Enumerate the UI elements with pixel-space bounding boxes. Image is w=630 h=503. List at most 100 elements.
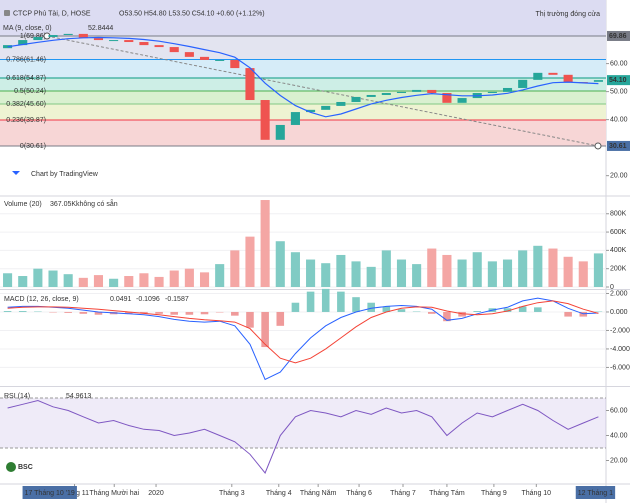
volume-bar	[290, 252, 300, 287]
candle-body	[199, 56, 210, 60]
volume-bar	[124, 276, 134, 287]
candle-body	[215, 59, 225, 61]
volume-bar	[109, 278, 119, 287]
candle-body	[396, 91, 407, 94]
candle-body	[427, 89, 437, 94]
volume-bar	[63, 274, 73, 287]
candle-body	[260, 100, 270, 140]
volume-bar	[457, 259, 467, 287]
price-marker-box	[607, 140, 630, 151]
macd-histogram-bar	[443, 311, 451, 322]
volume-bar	[78, 277, 88, 287]
volume-bar	[366, 266, 376, 287]
trend-line	[46, 35, 599, 147]
x-tick-label: Tháng 9	[481, 490, 507, 497]
y-tick-label: 20.00	[610, 173, 628, 180]
macd-histogram-bar	[397, 309, 406, 312]
volume-bar	[154, 276, 164, 287]
fib-band	[0, 35, 606, 60]
x-marker-label: 17 Tháng 10 '19	[25, 490, 75, 497]
macd-histogram-bar	[367, 302, 375, 312]
fib-band	[0, 59, 606, 78]
x-tick-label: Tháng Mười hai	[89, 490, 139, 497]
candle-body	[290, 112, 300, 125]
candle-body	[366, 94, 376, 97]
macd-histogram-bar	[352, 297, 360, 312]
volume-bar	[18, 276, 28, 287]
macd-histogram-bar	[518, 306, 527, 312]
candle-body	[230, 59, 240, 69]
x-marker-box	[22, 486, 77, 499]
tv-logo	[12, 171, 20, 175]
panel-top-band	[0, 0, 606, 36]
candle-body	[548, 72, 558, 75]
signal-value: -0.1587	[165, 296, 189, 303]
volume-bar	[93, 275, 104, 287]
candle-body	[351, 96, 361, 102]
volume-bar	[184, 268, 194, 287]
header-icon	[4, 10, 10, 16]
macd-histogram-bar	[261, 311, 269, 348]
candle-body	[336, 101, 346, 106]
x-tick-label: Tháng 7	[390, 490, 416, 497]
volume-bar	[3, 273, 13, 287]
rsi-band	[0, 398, 606, 448]
logo-mark	[6, 462, 16, 472]
y-tick-label: 0	[610, 284, 614, 291]
panel-title: RSI (14)	[4, 393, 30, 400]
candle-body	[109, 40, 119, 42]
market-status: Thị trường đóng cửa	[535, 10, 600, 18]
macd-histogram-bar	[306, 291, 315, 312]
x-tick-label: Tháng 3	[219, 490, 245, 497]
panel-value: 54.9613	[66, 393, 91, 400]
candle-body	[78, 33, 88, 39]
candle-body	[93, 38, 104, 41]
macd-histogram-bar	[185, 311, 194, 315]
fib-band	[0, 103, 606, 120]
macd-histogram-bar	[503, 308, 512, 312]
candle-body	[306, 109, 316, 113]
panel-title: MACD (12, 26, close, 9)	[4, 296, 79, 303]
y-tick-label: 50.00	[610, 88, 628, 95]
macd-histogram-bar	[94, 311, 103, 315]
y-tick-label: 800K	[610, 211, 627, 218]
macd-line	[7, 297, 599, 381]
volume-bar	[563, 256, 573, 287]
volume-bar	[381, 250, 391, 287]
macd-value: -0.1096	[136, 296, 160, 303]
candle-body	[154, 45, 164, 48]
volume-bar	[336, 254, 346, 287]
x-marker-label: 12 Tháng 1	[578, 490, 613, 497]
y-tick-label: 40.00	[610, 432, 628, 439]
volume-bar	[593, 253, 603, 287]
y-tick-label: 600K	[610, 229, 627, 236]
price-marker-box	[607, 30, 630, 41]
volume-bar	[245, 236, 255, 287]
candle-body	[442, 93, 452, 103]
price-marker-label: 69.86	[609, 33, 627, 40]
macd-histogram-bar	[18, 311, 27, 312]
volume-bar	[33, 268, 43, 287]
volume-bar	[139, 273, 149, 287]
fib-band	[0, 77, 606, 91]
volume-bar	[260, 200, 270, 287]
logo: BSC	[18, 464, 33, 471]
panel-value: 367.05K	[50, 201, 76, 208]
fib-label: 0(30.61)	[20, 143, 46, 150]
y-tick-label: 2.000	[610, 290, 628, 297]
macd-histogram-bar	[3, 311, 12, 312]
volume-bar	[321, 263, 331, 287]
volume-bar	[396, 259, 407, 287]
volume-bar	[502, 259, 513, 287]
macd-histogram-bar	[140, 311, 148, 314]
fib-label: 0.618(54.87)	[6, 75, 46, 82]
y-tick-label: 0.000	[610, 309, 628, 316]
price-marker-label: 54.10	[609, 77, 627, 84]
fib-band	[0, 119, 606, 146]
candle-body	[593, 80, 603, 82]
credit: Chart by TradingView	[31, 171, 99, 178]
macd-histogram-bar	[64, 311, 72, 313]
macd-histogram-bar	[79, 311, 88, 314]
candle-body	[533, 72, 543, 80]
macd-histogram-bar	[200, 311, 209, 315]
